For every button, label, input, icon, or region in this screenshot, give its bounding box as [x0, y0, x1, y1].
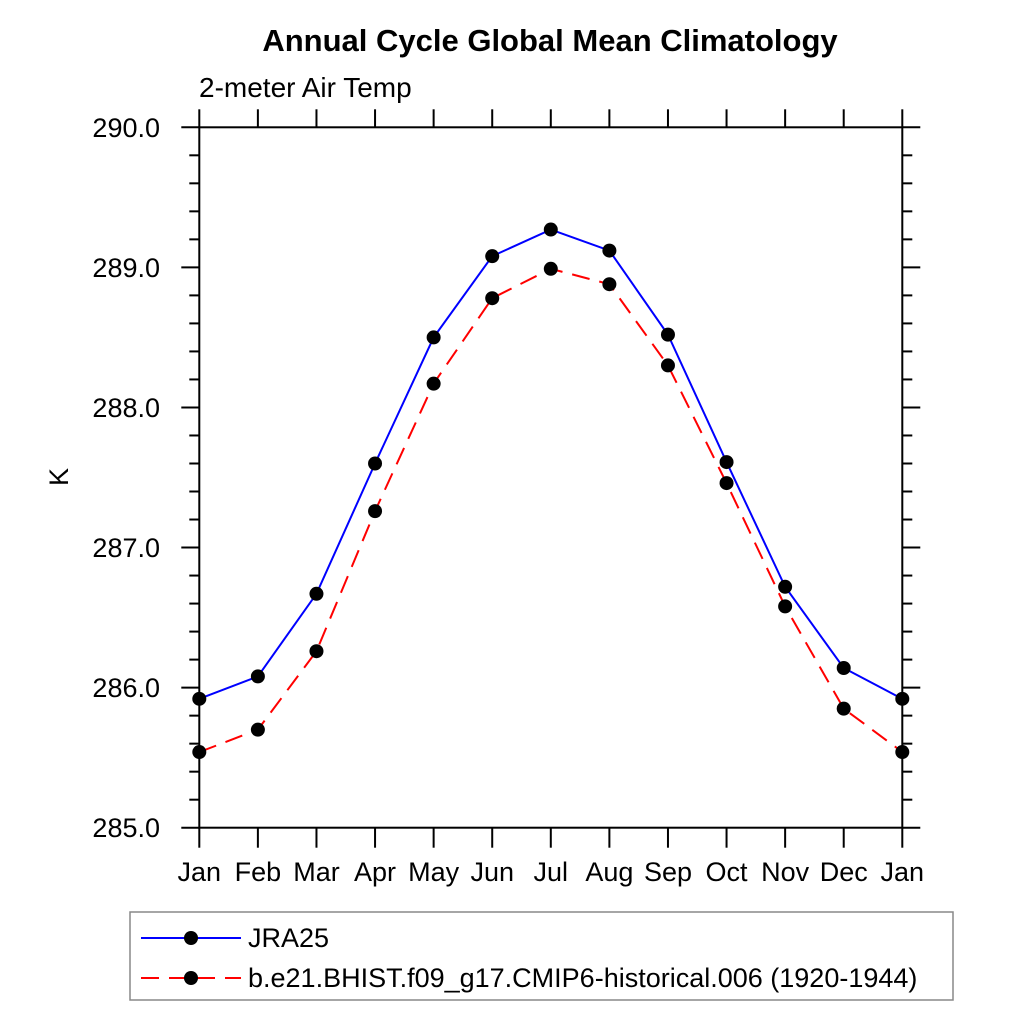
data-point-marker [543, 261, 558, 276]
x-tick-label: Sep [644, 857, 692, 887]
legend-marker [184, 931, 198, 945]
x-tick-label: Jul [534, 857, 569, 887]
x-tick-label: Jun [470, 857, 514, 887]
x-tick-label: Nov [761, 857, 810, 887]
data-point-marker [426, 376, 441, 391]
data-series [192, 222, 910, 760]
data-point-marker [250, 722, 265, 737]
series-line-1 [198, 267, 903, 753]
data-point-marker [719, 455, 734, 470]
x-tick-label: Oct [706, 857, 749, 887]
legend-marker [184, 971, 198, 985]
data-point-marker [836, 661, 851, 676]
x-tick-label: Apr [354, 857, 396, 887]
x-tick-label: Dec [820, 857, 868, 887]
legend-box [129, 911, 954, 1001]
data-point-marker [485, 249, 500, 264]
data-point-marker [543, 222, 558, 237]
x-tick-label: Jan [178, 857, 222, 887]
data-point-marker [368, 504, 383, 519]
y-tick-label: 287.0 [92, 533, 160, 563]
data-point-marker [895, 745, 910, 760]
chart-subtitle: 2-meter Air Temp [199, 72, 412, 103]
data-point-marker [368, 456, 383, 471]
y-tick-label: 290.0 [92, 113, 160, 143]
data-point-marker [719, 476, 734, 491]
x-tick-label: Jan [881, 857, 925, 887]
data-point-marker [192, 745, 207, 760]
data-point-marker [426, 330, 441, 345]
x-tick-label: Feb [235, 857, 282, 887]
y-tick-label: 285.0 [92, 813, 160, 843]
data-point-marker [660, 327, 675, 342]
x-tick-label: Mar [293, 857, 340, 887]
data-point-marker [778, 599, 793, 614]
y-tick-label: 288.0 [92, 393, 160, 423]
y-tick-label: 289.0 [92, 253, 160, 283]
data-point-marker [309, 586, 324, 601]
data-point-marker [660, 358, 675, 373]
data-point-marker [192, 691, 207, 706]
x-tick-label: Aug [585, 857, 633, 887]
data-point-marker [602, 243, 617, 258]
data-point-marker [895, 691, 910, 706]
y-axis-label: K [44, 468, 74, 486]
legend: JRA25 b.e21.BHIST.f09_g17.CMIP6-historic… [129, 911, 954, 1001]
data-point-marker [309, 644, 324, 659]
legend-label-jra25: JRA25 [248, 923, 329, 953]
data-point-marker [250, 669, 265, 684]
data-point-marker [778, 579, 793, 594]
chart-title: Annual Cycle Global Mean Climatology [262, 23, 838, 58]
data-point-marker [485, 291, 500, 306]
data-point-marker [602, 277, 617, 292]
x-tick-label: May [408, 857, 460, 887]
legend-samples [141, 931, 241, 985]
axes: 285.0 286.0 287.0 288.0 289.0 290.0 Jan Feb Mar A… [92, 109, 924, 887]
data-point-marker [836, 701, 851, 716]
legend-label-model: b.e21.BHIST.f09_g17.CMIP6-historical.006… [248, 963, 917, 993]
y-tick-label: 286.0 [92, 673, 160, 703]
